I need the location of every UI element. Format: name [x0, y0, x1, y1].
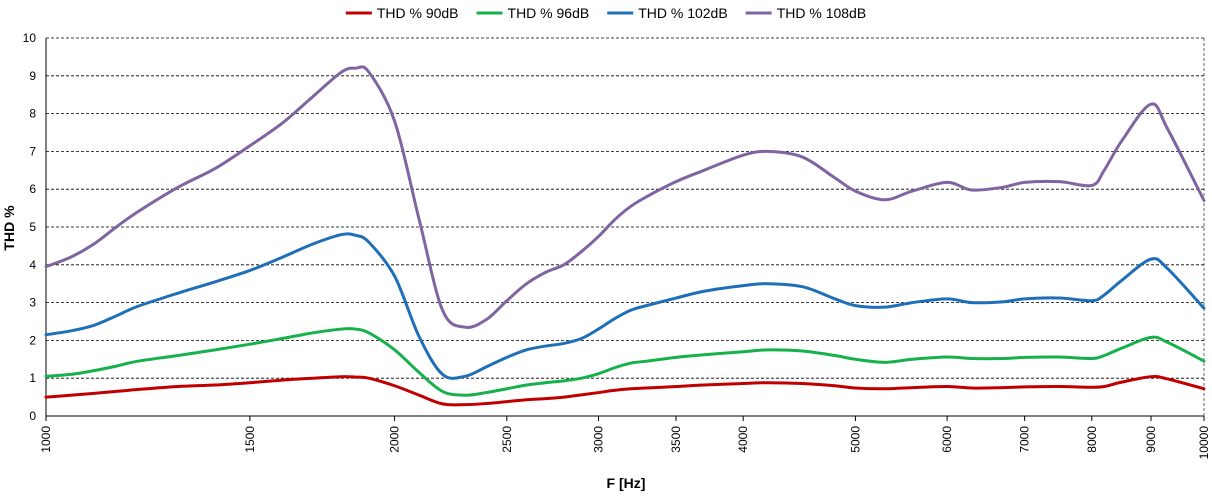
y-tick-2: 2: [29, 333, 36, 347]
series-line-3: [44, 232, 1206, 380]
axes: [45, 38, 1205, 417]
y-tick-1: 1: [29, 371, 36, 385]
x-tick-5000: 5000: [848, 426, 862, 453]
y-tick-6: 6: [29, 182, 36, 196]
x-tick-2500: 2500: [500, 426, 514, 453]
series-line-4: [44, 65, 1206, 329]
y-tick-9: 9: [29, 69, 36, 83]
x-tick-9000: 9000: [1144, 426, 1158, 453]
legend-label-1: THD % 90dB: [377, 5, 459, 21]
legend-label-2: THD % 96dB: [508, 5, 590, 21]
legend-label-3: THD % 102dB: [638, 5, 727, 21]
x-tick-7000: 7000: [1018, 426, 1032, 453]
legend-label-4: THD % 108dB: [777, 5, 866, 21]
grid-lines: [46, 37, 1204, 379]
series-line-2: [44, 327, 1206, 397]
y-tick-3: 3: [29, 296, 36, 310]
y-tick-7: 7: [29, 144, 36, 158]
x-tick-2000: 2000: [388, 426, 402, 453]
x-tick-4000: 4000: [736, 426, 750, 453]
y-tick-0: 0: [29, 409, 36, 423]
x-tick-3000: 3000: [592, 426, 606, 453]
x-tick-8000: 8000: [1085, 426, 1099, 453]
y-tick-8: 8: [29, 107, 36, 121]
y-tick-5: 5: [29, 220, 36, 234]
y-axis-label: THD %: [1, 205, 17, 251]
series-lines: [44, 65, 1206, 407]
x-tick-1000: 1000: [39, 426, 53, 453]
y-tick-4: 4: [29, 258, 36, 272]
x-tick-6000: 6000: [940, 426, 954, 453]
chart-legend: THD % 90dB THD % 96dB THD % 102dB THD % 108…: [345, 5, 866, 21]
x-tick-10000: 10000: [1197, 426, 1211, 460]
series-line-1: [44, 375, 1206, 407]
y-tick-labels: 0 1 2 3 4 5 6 7 8 9 10: [23, 31, 37, 423]
y-tick-10: 10: [23, 31, 37, 45]
x-axis-label: F [Hz]: [607, 475, 646, 491]
x-tick-3500: 3500: [669, 426, 683, 453]
x-tick-1500: 1500: [243, 426, 257, 453]
x-tick-labels: 1000 1500 2000 2500 3000 3500 4000 5000 6000 7000…: [39, 416, 1211, 459]
